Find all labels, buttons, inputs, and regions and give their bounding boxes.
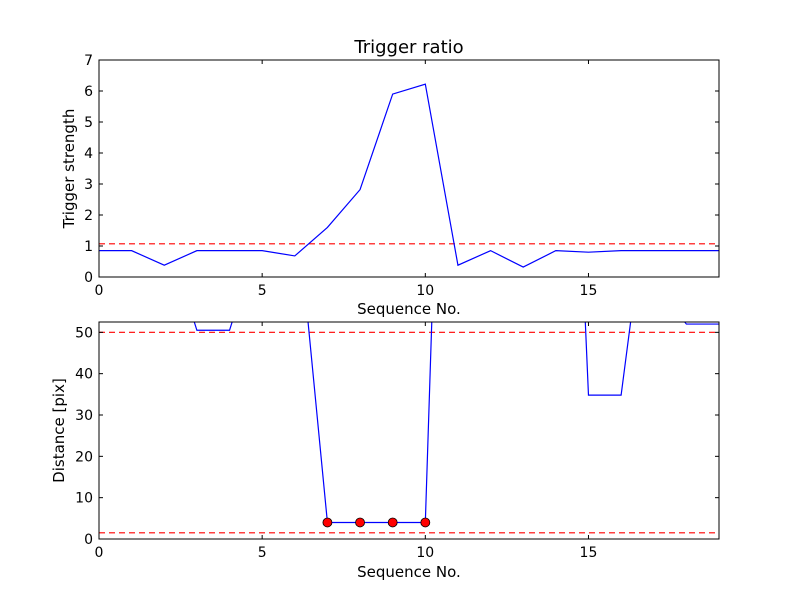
y-tick-label: 2 [84, 208, 93, 224]
data-point-marker [387, 517, 398, 528]
x-tick-label: 15 [580, 545, 598, 561]
x-tick-label: 10 [416, 283, 434, 299]
y-tick-label: 0 [84, 270, 93, 286]
y-tick-label: 7 [84, 53, 93, 69]
data-point-marker [322, 517, 333, 528]
x-tick-label: 0 [95, 283, 104, 299]
distance-chart: 0 5 10 15 0 10 20 30 40 50 Sequence No. Distance … [50, 321, 720, 581]
series-line [193, 322, 719, 524]
y-tick-label: 30 [75, 408, 93, 424]
y-tick-label: 50 [75, 325, 93, 341]
y-axis-label: Distance [pix] [50, 378, 68, 483]
y-tick-label: 4 [84, 146, 93, 162]
x-axis-label: Sequence No. [357, 563, 461, 581]
chart-title: Trigger ratio [353, 37, 463, 58]
y-tick-label: 1 [84, 239, 93, 255]
plot-area [99, 322, 719, 534]
plot-frame [98, 321, 720, 540]
data-point-marker [355, 517, 365, 528]
trigger-ratio-chart: Trigger ratio 0 5 10 15 0 1 2 3 4 5 6 7 Sequence No… [60, 37, 720, 318]
x-tick-label: 15 [580, 283, 598, 299]
data-point-marker [420, 517, 431, 528]
y-tick-label: 6 [84, 84, 93, 100]
y-tick-label: 20 [75, 449, 93, 465]
x-tick-label: 5 [258, 283, 267, 299]
axes: 0 5 10 15 0 10 20 30 40 50 [75, 321, 720, 561]
series-line [99, 83, 719, 268]
x-tick-label: 10 [416, 545, 434, 561]
axes: 0 5 10 15 0 1 2 3 4 5 6 7 [84, 53, 720, 299]
plot-area [99, 83, 719, 268]
y-tick-label: 3 [84, 177, 93, 193]
x-tick-label: 5 [258, 545, 267, 561]
y-axis-label: Trigger strength [60, 109, 78, 230]
y-tick-label: 40 [75, 367, 93, 383]
plot-frame [98, 59, 720, 278]
y-tick-label: 5 [84, 115, 93, 131]
x-axis-label: Sequence No. [357, 300, 461, 318]
y-tick-label: 10 [75, 491, 93, 507]
x-tick-label: 0 [95, 545, 104, 561]
y-tick-label: 0 [84, 532, 93, 548]
